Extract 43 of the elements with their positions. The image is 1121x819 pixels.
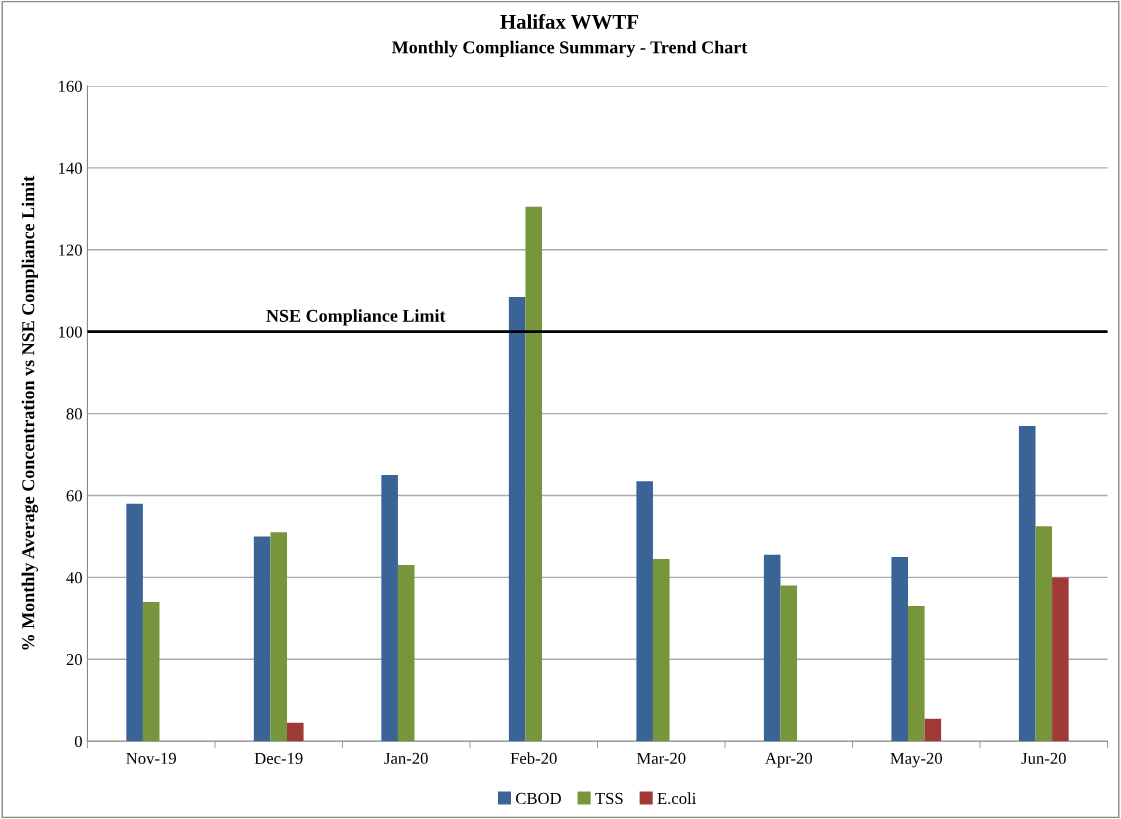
bar [142,601,160,742]
y-tick-label: 140 [59,162,82,174]
bar [907,606,925,742]
bar [891,556,908,742]
x-tick-label: Jan-20 [384,752,428,765]
x-tick-label: Dec-19 [254,752,303,765]
bar [1052,577,1069,742]
x-tick-label: Mar-20 [636,752,686,765]
bar [1018,425,1036,742]
bar [397,565,415,742]
bar [652,558,670,742]
ref-line-label: NSE Compliance Limit [266,309,446,326]
bar [924,718,942,742]
x-tick-label: Nov-19 [126,752,176,765]
legend-label: TSS [595,792,623,805]
y-tick-label: 160 [59,80,82,92]
bar [287,722,304,742]
x-tick-label: Feb-20 [510,752,557,765]
y-tick-label: 60 [66,490,82,502]
y-tick-label: 120 [59,244,82,256]
bar [525,206,543,742]
y-tick-label: 0 [74,735,82,748]
y-tick-label: 100 [59,326,82,338]
bar [1035,526,1053,742]
chart-title: Halifax WWTF [500,14,639,29]
x-tick-label: May-20 [890,752,943,768]
bar [126,503,143,742]
y-axis-title: % Monthly Average Concentration vs NSE Compliance Limit [21,175,39,650]
y-tick-label: 20 [66,653,82,666]
y-tick-label: 40 [66,572,82,584]
bar [381,475,398,742]
legend-label: E.coli [657,792,697,805]
bar [780,585,798,742]
x-tick-label: Apr-20 [765,752,813,768]
bar [270,532,287,742]
legend-label: CBOD [516,792,561,805]
chart-subtitle: Monthly Compliance Summary - Trend Chart [391,40,748,58]
bar [253,536,271,742]
y-tick-label: 80 [66,408,82,420]
bar [636,481,653,742]
bar [763,554,781,742]
x-tick-label: Jun-20 [1021,752,1066,765]
bar [508,296,526,742]
